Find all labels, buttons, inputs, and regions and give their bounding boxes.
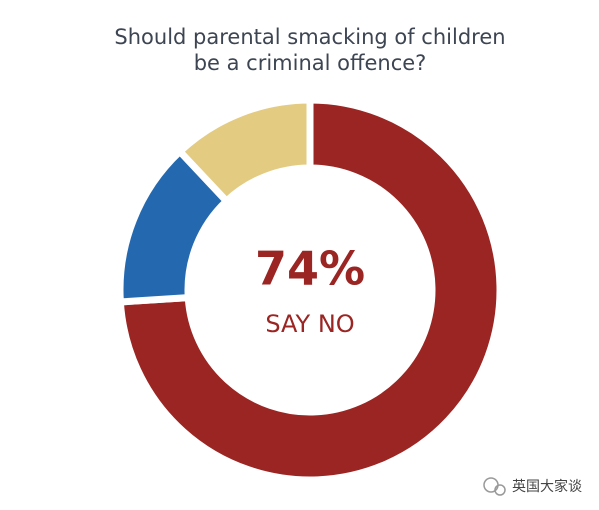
watermark-icon (483, 477, 499, 493)
watermark-text: 英国大家谈 (512, 478, 582, 495)
center-value: 74% (255, 242, 365, 296)
donut-segment (116, 96, 504, 484)
center-label: SAY NO (265, 310, 354, 338)
watermark-icon (494, 484, 506, 496)
chart-title: be a criminal offence? (194, 51, 427, 75)
donut (116, 96, 504, 484)
watermark: 英国大家谈 (483, 477, 582, 496)
donut-segment (174, 96, 314, 207)
chart-title: Should parental smacking of children (114, 25, 505, 49)
